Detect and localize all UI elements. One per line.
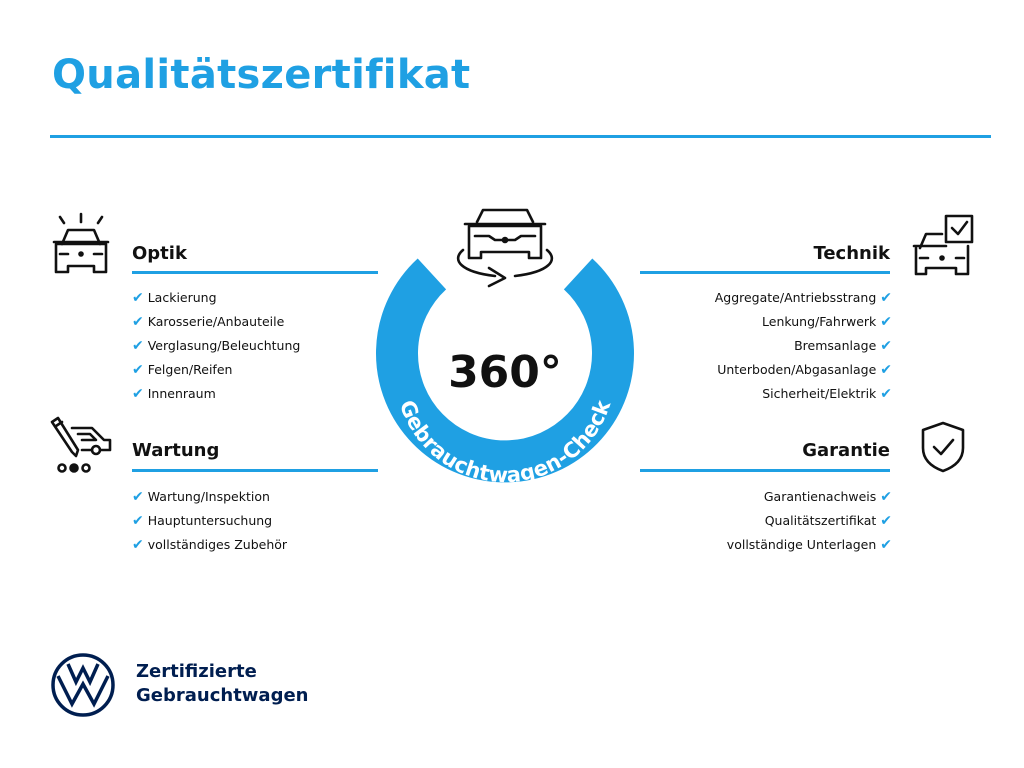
check-icon: ✔: [880, 314, 892, 330]
section-divider: [640, 271, 890, 274]
check-icon: ✔: [880, 537, 892, 553]
brand-text: Zertifizierte Gebrauchtwagen: [136, 661, 309, 706]
badge-number: 360°: [448, 347, 562, 398]
section-divider: [132, 271, 378, 274]
list-item: Lenkung/Fahrwerk ✔: [762, 314, 892, 330]
section-heading-optik: Optik: [132, 243, 187, 264]
list-item: ✔ Innenraum: [132, 386, 216, 402]
car-rotate-icon: [456, 208, 554, 288]
section-heading-wartung: Wartung: [132, 440, 220, 461]
technik-list: Aggregate/Antriebsstrang ✔ Lenkung/Fahrw…: [715, 286, 892, 406]
shield-check-icon: [918, 420, 968, 474]
vw-logo: [51, 653, 115, 717]
list-item: Aggregate/Antriebsstrang ✔: [714, 290, 892, 306]
list-item: Garantienachweis ✔: [763, 489, 892, 505]
section-divider: [132, 469, 378, 472]
list-item: ✔ Wartung/Inspektion: [132, 489, 270, 505]
check-icon: ✔: [132, 537, 144, 553]
list-item: ✔ Hauptuntersuchung: [132, 513, 273, 529]
car-checklist-icon: [910, 212, 976, 278]
check-icon: ✔: [132, 489, 144, 505]
check-icon: ✔: [132, 362, 144, 378]
section-heading-garantie: Garantie: [802, 440, 890, 461]
list-item: ✔ vollständiges Zubehör: [132, 537, 288, 553]
check-360-badge: 360° Gebrauchtwagen-Check: [376, 208, 634, 487]
check-icon: ✔: [132, 513, 144, 529]
garantie-list: Garantienachweis ✔ Qualitätszertifikat ✔…: [727, 485, 892, 557]
list-item: Unterboden/Abgasanlage ✔: [717, 362, 892, 378]
list-item: ✔ Karosserie/Anbauteile: [132, 314, 285, 330]
check-icon: ✔: [880, 513, 892, 529]
wartung-list: ✔ Wartung/Inspektion ✔ Hauptuntersuchung…: [132, 485, 287, 557]
check-icon: ✔: [880, 338, 892, 354]
section-heading-technik: Technik: [813, 243, 890, 264]
check-icon: ✔: [132, 314, 144, 330]
check-icon: ✔: [880, 489, 892, 505]
list-item: ✔ Verglasung/Beleuchtung: [132, 338, 301, 354]
title-divider: [50, 135, 991, 138]
list-item: ✔ Felgen/Reifen: [132, 362, 233, 378]
list-item: Sicherheit/Elektrik ✔: [762, 386, 892, 402]
page-title: Qualitätszertifikat: [52, 52, 471, 98]
optik-list: ✔ Lackierung ✔ Karosserie/Anbauteile ✔ V…: [132, 286, 300, 406]
check-icon: ✔: [132, 338, 144, 354]
list-item: vollständige Unterlagen ✔: [726, 537, 892, 553]
check-icon: ✔: [132, 386, 144, 402]
badge-ring: [376, 258, 634, 483]
maintenance-icon: [48, 414, 114, 476]
list-item: Bremsanlage ✔: [794, 338, 892, 354]
list-item: ✔ Lackierung: [132, 290, 217, 306]
check-icon: ✔: [880, 362, 892, 378]
car-lights-icon: [48, 210, 114, 278]
check-icon: ✔: [880, 290, 892, 306]
check-icon: ✔: [880, 386, 892, 402]
section-divider: [640, 469, 890, 472]
check-icon: ✔: [132, 290, 144, 306]
list-item: Qualitätszertifikat ✔: [764, 513, 892, 529]
